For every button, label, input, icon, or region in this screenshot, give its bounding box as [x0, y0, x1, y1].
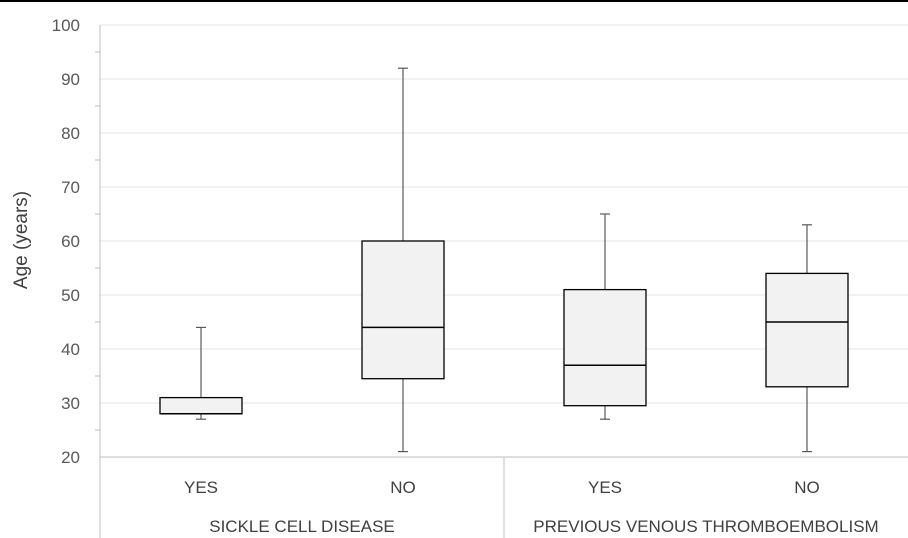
y-tick-label: 60: [61, 232, 80, 251]
x-group-label: SICKLE CELL DISEASE: [209, 517, 395, 536]
iqr-box: [159, 396, 243, 415]
y-tick-label: 90: [61, 70, 80, 89]
y-axis-title: Age (years): [11, 191, 32, 289]
y-tick-label: 40: [61, 340, 80, 359]
x-category-labels: YES NO YES NO: [184, 478, 820, 497]
y-tick-label: 80: [61, 124, 80, 143]
top-border: [0, 0, 908, 2]
x-category-label: YES: [588, 478, 622, 497]
box-3: [563, 213, 647, 420]
y-tick-labels: 20 30 40 50 60 70 80 90 100: [52, 16, 80, 467]
y-tick-label: 100: [52, 16, 80, 35]
iqr-box: [765, 272, 849, 388]
iqr-box: [361, 240, 445, 380]
iqr-box: [563, 288, 647, 407]
y-tick-label: 70: [61, 178, 80, 197]
x-group-labels: SICKLE CELL DISEASE PREVIOUS VENOUS THROM…: [209, 517, 878, 536]
y-tick-label: 50: [61, 286, 80, 305]
x-category-label: YES: [184, 478, 218, 497]
axes: [95, 25, 908, 538]
box-4: [765, 224, 849, 453]
box-2: [361, 67, 445, 453]
y-tick-label: 20: [61, 448, 80, 467]
y-tick-label: 30: [61, 394, 80, 413]
box-1: [159, 326, 243, 420]
x-category-label: NO: [390, 478, 416, 497]
x-category-label: NO: [794, 478, 820, 497]
x-group-label: PREVIOUS VENOUS THROMBOEMBOLISM: [533, 517, 878, 536]
boxes: [159, 67, 849, 453]
